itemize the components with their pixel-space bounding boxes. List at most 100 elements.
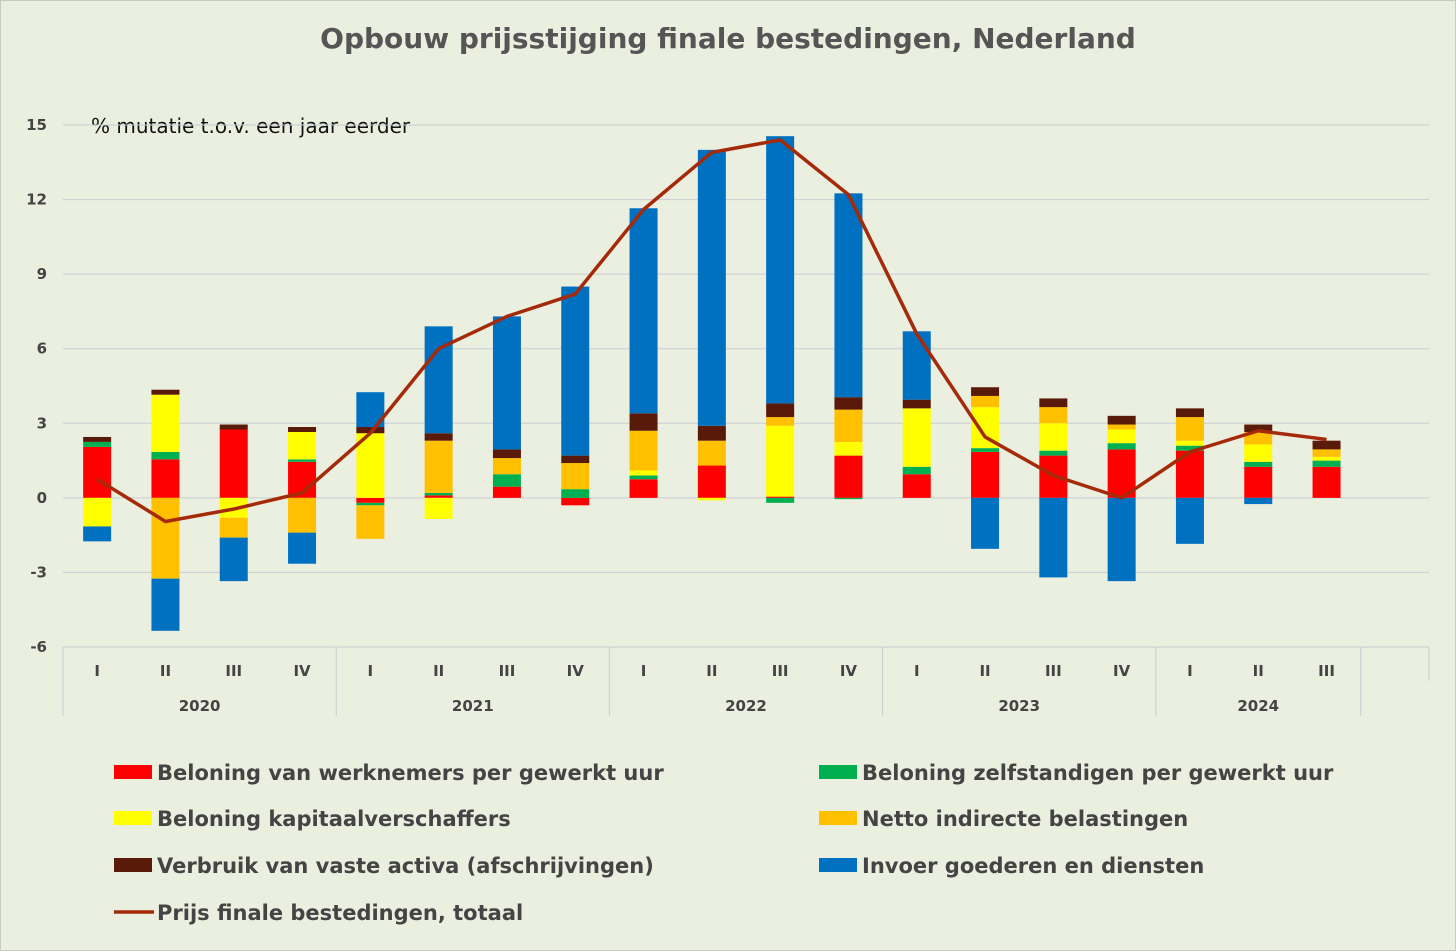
bar-segment: [902, 399, 931, 409]
bar-segment: [561, 286, 590, 456]
total-line: [96, 138, 1327, 524]
bar-segment: [1107, 443, 1136, 450]
bar-segment: [971, 448, 1000, 452]
bar-segment: [1312, 449, 1341, 457]
legend-label: Beloning kapitaalverschaffers: [157, 807, 511, 831]
bar-segment: [356, 497, 385, 503]
year-label: 2022: [725, 697, 767, 715]
bar-segment: [697, 497, 726, 501]
bar-segment: [83, 441, 112, 447]
bar-segment: [902, 408, 931, 467]
bar-segment: [697, 149, 726, 426]
quarter-label: II: [706, 662, 717, 680]
bar-segment: [1244, 431, 1273, 445]
bar-segment: [219, 537, 248, 582]
bar-segment: [1244, 461, 1273, 467]
bar-segment: [834, 441, 863, 456]
quarter-label: III: [499, 662, 516, 680]
year-label: 2020: [179, 697, 221, 715]
bar-segment: [356, 502, 385, 506]
quarter-label: II: [160, 662, 171, 680]
legend-label: Beloning zelfstandigen per gewerkt uur: [862, 761, 1334, 785]
bar-segment: [1107, 415, 1136, 425]
legend-swatch: [114, 765, 152, 779]
gridlines: -6 -3 0 3 6 9 12 15: [26, 116, 1429, 656]
bar-segment: [1039, 407, 1068, 424]
bar-segment: [151, 578, 180, 631]
bar-segment: [288, 431, 317, 460]
bar-segment: [1039, 450, 1068, 456]
y-tick-label: 15: [26, 116, 47, 134]
total-line-group: [96, 138, 1327, 524]
bar-segment: [151, 497, 180, 579]
bar-segment: [356, 433, 385, 498]
bar-segment: [151, 389, 180, 395]
bar-segment: [1312, 456, 1341, 461]
bar-segment: [1312, 460, 1341, 467]
bar-segment: [1039, 398, 1068, 408]
legend-swatch: [819, 811, 857, 825]
quarter-label: IV: [840, 662, 858, 680]
year-label: 2023: [998, 697, 1040, 715]
bar-segment: [834, 455, 863, 498]
legend-label: Invoer goederen en diensten: [862, 854, 1204, 878]
bar-segment: [834, 397, 863, 410]
bar-segment: [902, 474, 931, 498]
bar-segment: [1107, 429, 1136, 444]
y-tick-label: 6: [37, 340, 47, 358]
quarter-label: I: [1187, 662, 1193, 680]
bar-segment: [151, 459, 180, 498]
bar-segment: [288, 532, 317, 564]
bar-segment: [561, 497, 590, 506]
legend-swatch: [114, 858, 152, 872]
bars: [83, 136, 1341, 631]
bar-segment: [834, 193, 863, 398]
bar-segment: [83, 436, 112, 442]
quarter-label: II: [1253, 662, 1264, 680]
bar-segment: [1244, 444, 1273, 462]
bar-segment: [971, 497, 1000, 549]
bar-segment: [629, 479, 658, 498]
year-label: 2024: [1237, 697, 1279, 715]
bar-segment: [629, 470, 658, 476]
bar-segment: [766, 136, 795, 404]
chart-title: Opbouw prijsstijging finale bestedingen,…: [320, 22, 1136, 55]
year-label: 2021: [452, 697, 494, 715]
bar-segment: [766, 497, 795, 503]
bar-segment: [766, 496, 795, 498]
bar-segment: [151, 394, 180, 452]
bar-segment: [219, 517, 248, 538]
bar-segment: [697, 440, 726, 466]
legend: Beloning van werknemers per gewerkt uur B…: [114, 761, 1334, 925]
bar-segment: [1107, 497, 1136, 582]
bar-segment: [629, 208, 658, 414]
bar-segment: [424, 497, 453, 519]
bar-segment: [1039, 497, 1068, 578]
bar-segment: [971, 387, 1000, 396]
quarter-label: III: [1045, 662, 1062, 680]
legend-label: Prijs finale bestedingen, totaal: [157, 901, 523, 925]
bar-segment: [424, 492, 453, 496]
bar-segment: [561, 455, 590, 464]
bar-segment: [1175, 440, 1204, 446]
bar-segment: [697, 425, 726, 441]
bar-segment: [1107, 424, 1136, 430]
quarter-label: I: [94, 662, 100, 680]
y-tick-label: 12: [26, 191, 47, 209]
quarter-label: I: [368, 662, 374, 680]
quarter-label: III: [1318, 662, 1335, 680]
bar-segment: [288, 497, 317, 533]
bar-segment: [834, 497, 863, 500]
bar-segment: [424, 440, 453, 493]
y-tick-label: 3: [37, 414, 47, 432]
legend-swatch: [819, 765, 857, 779]
bar-segment: [766, 403, 795, 418]
legend-label: Netto indirecte belastingen: [862, 807, 1188, 831]
bar-segment: [834, 409, 863, 442]
bar-segment: [902, 331, 931, 400]
bar-segment: [492, 486, 521, 498]
quarter-label: I: [914, 662, 920, 680]
bar-segment: [83, 497, 112, 527]
bar-segment: [971, 451, 1000, 498]
